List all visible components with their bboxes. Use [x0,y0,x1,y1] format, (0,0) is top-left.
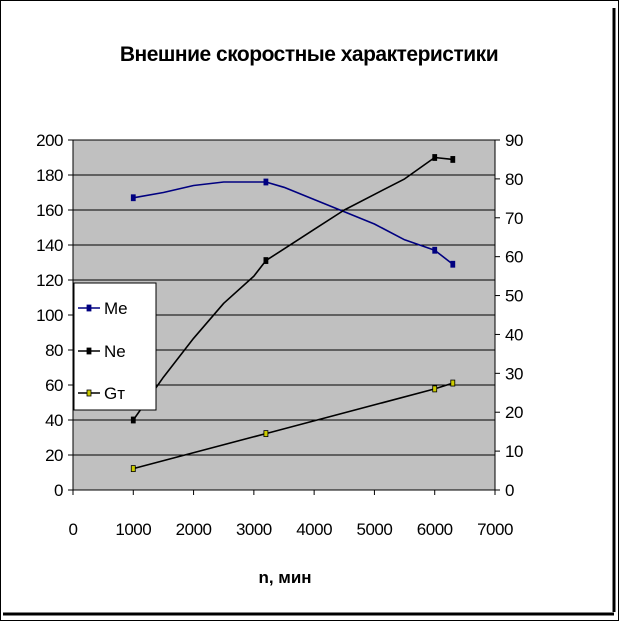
data-point-gт [130,465,136,473]
data-point-ne [450,156,456,163]
series-lines [130,154,456,473]
y-tick-label-left: 60 [45,376,63,395]
series-line-gт [133,382,454,470]
y-tick-label-right: 30 [505,364,523,383]
x-tick-label: 4000 [296,520,332,539]
x-tick-label: 1000 [115,520,151,539]
data-point-me [432,246,438,254]
y-tick-label-right: 40 [505,325,523,344]
y-tick-label-left: 0 [54,481,63,500]
y-tick-label-left: 20 [45,446,63,465]
legend-swatch-marker [86,347,92,355]
data-point-gт [263,430,269,438]
y-tick-label-left: 80 [45,341,63,360]
y-tick-label-right: 10 [505,442,523,461]
data-point-me [263,178,269,186]
y-tick-label-left: 100 [36,306,63,325]
data-point-ne [432,154,438,161]
tick-labels: 0204060801001201401601802000102030405060… [36,131,523,539]
data-point-me [450,260,456,268]
data-point-ne [130,416,136,424]
x-tick-label: 3000 [236,520,272,539]
y-tick-label-left: 160 [36,201,63,220]
y-tick-label-right: 70 [505,209,523,228]
y-tick-label-right: 20 [505,403,523,422]
legend-label: Ne [104,342,126,361]
y-tick-label-left: 200 [36,131,63,150]
x-tick-label: 7000 [477,520,513,539]
axes [68,139,500,495]
series-line-me [133,181,454,265]
y-tick-label-left: 120 [36,271,63,290]
y-tick-label-left: 180 [36,166,63,185]
y-tick-label-left: 40 [45,411,63,430]
x-tick-label: 0 [69,520,78,539]
x-axis-label: n, мин [258,568,311,587]
y-tick-label-right: 50 [505,287,523,306]
data-point-ne [263,257,269,264]
data-point-gт [432,385,438,393]
y-tick-label-right: 60 [505,248,523,267]
y-tick-label-right: 80 [505,170,523,189]
data-point-gт [450,379,456,387]
y-tick-label-right: 90 [505,131,523,150]
legend: Me Ne Gт [73,282,157,411]
x-tick-label: 6000 [417,520,453,539]
y-tick-label-right: 0 [505,481,514,500]
legend-label: Me [104,299,128,318]
chart-title: Внешние скоростные характеристики [120,43,498,66]
data-point-me [130,194,136,202]
legend-swatch-marker [86,389,92,397]
x-tick-label: 5000 [357,520,393,539]
y-tick-label-left: 140 [36,236,63,255]
legend-box [73,282,157,411]
x-tick-label: 2000 [176,520,212,539]
series-line-ne [132,156,453,421]
legend-swatch-marker [86,304,92,312]
legend-label: Gт [104,384,125,403]
